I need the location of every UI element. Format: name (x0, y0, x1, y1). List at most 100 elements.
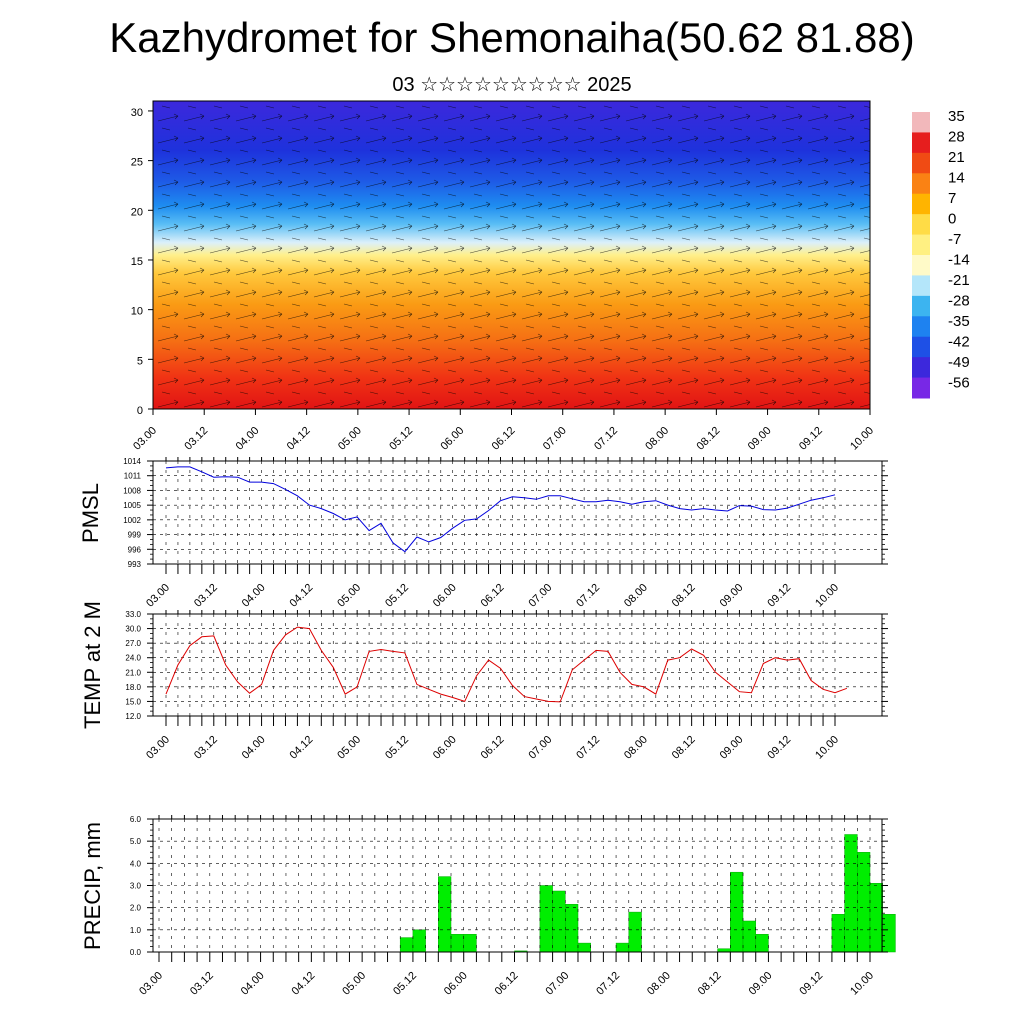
y-tick-label: 15.0 (125, 697, 141, 706)
y-tick-label: 5.0 (130, 837, 142, 846)
x-tick-label: 09.00 (718, 734, 746, 762)
x-tick-label: 04.12 (288, 734, 316, 762)
temp-panel: 12.0 15.0 18.0 21.0 24.0 27.0 30.0 33.0 03.00 03… (80, 601, 888, 762)
y-tick-label: 1014 (123, 457, 141, 466)
y-tick-label: 21.0 (125, 668, 141, 677)
pmsl-axis-label: PMSL (78, 483, 103, 543)
x-tick-label: 05.12 (383, 734, 411, 762)
x-tick-label: 06.12 (490, 425, 518, 453)
colorbar-swatch (912, 295, 930, 317)
y-tick-label: 5 (137, 355, 143, 367)
colorbar-swatch (912, 152, 930, 174)
precip-bar (577, 942, 591, 953)
precip-bar (831, 914, 845, 953)
colorbar-swatch (912, 214, 930, 236)
x-tick-label: 06.12 (479, 734, 507, 762)
colorbar-swatch (912, 112, 930, 133)
x-tick-label: 08.00 (622, 582, 650, 610)
y-tick-label: 0 (137, 405, 143, 417)
x-tick-label: 09.00 (747, 970, 775, 998)
y-tick-label: 999 (128, 531, 142, 540)
colorbar-label: 35 (948, 108, 965, 125)
temp-series-line (165, 626, 848, 703)
y-tick-label: 1008 (123, 486, 141, 495)
colorbar-label: -7 (948, 231, 961, 248)
colorbar-label: -28 (948, 293, 970, 310)
y-tick-label: 30 (131, 107, 143, 119)
x-tick-label: 06.00 (438, 425, 466, 453)
y-tick-label: 3.0 (130, 882, 142, 891)
colorbar-label: -35 (948, 313, 970, 330)
x-tick-label: 08.12 (696, 970, 724, 998)
colorbar: 35 28 21 14 7 0 -7 -14 -21 -28 -35 -42 -49 -56 (912, 108, 970, 399)
x-tick-label: 07.00 (526, 582, 554, 610)
x-tick-label: 07.12 (574, 734, 602, 762)
x-tick-label: 03.00 (137, 970, 165, 998)
x-tick-label: 05.00 (335, 734, 363, 762)
x-tick-label: 09.12 (797, 970, 825, 998)
y-tick-label: 24.0 (125, 654, 141, 663)
pmsl-panel: 993 996 999 1002 1005 1008 1011 1014 03.00 03.12… (78, 457, 888, 610)
x-tick-label: 04.12 (288, 582, 316, 610)
x-tick-label: 09.00 (718, 582, 746, 610)
colorbar-swatch (912, 377, 930, 399)
y-tick-label: 18.0 (125, 683, 141, 692)
precip-axis-label: PRECIP, mm (80, 822, 105, 950)
x-tick-label: 05.12 (391, 970, 419, 998)
precip-bar (857, 852, 871, 953)
pmsl-frame (152, 460, 883, 565)
colorbar-swatch (912, 132, 930, 154)
x-tick-label: 03.00 (144, 582, 172, 610)
precip-panel: 0.0 1.0 2.0 3.0 4.0 5.0 6.0 03.00 03.12 04.00 04.… (80, 815, 896, 998)
y-tick-label: 20 (131, 206, 143, 218)
y-tick-label: 25 (131, 157, 143, 169)
precip-bar (412, 929, 426, 953)
y-tick-label: 1005 (123, 501, 141, 510)
x-tick-label: 06.12 (479, 582, 507, 610)
precip-bar (730, 871, 744, 953)
x-tick-label: 05.00 (335, 582, 363, 610)
colorbar-label: 14 (948, 170, 965, 187)
precip-bar (565, 904, 579, 953)
x-tick-label: 04.00 (240, 582, 268, 610)
colorbar-swatch (912, 316, 930, 338)
x-tick-label: 03.12 (192, 734, 220, 762)
x-tick-label: 07.00 (526, 734, 554, 762)
precip-bar (844, 834, 858, 953)
precip-bar (882, 914, 896, 953)
y-tick-label: 1002 (123, 516, 141, 525)
y-tick-label: 10 (131, 306, 143, 318)
colorbar-label: 0 (948, 211, 956, 228)
x-tick-label: 04.00 (239, 970, 267, 998)
colorbar-swatch (912, 255, 930, 276)
y-tick-label: 12.0 (125, 712, 141, 721)
x-tick-label: 08.00 (645, 970, 673, 998)
colorbar-label: 28 (948, 129, 965, 146)
colorbar-swatch (912, 357, 930, 379)
cross-section-panel: 0 5 10 15 20 25 30 03.00 03.12 04.00 04.12 05.00 05… (131, 100, 876, 453)
colorbar-label: -14 (948, 252, 970, 269)
x-tick-label: 08.00 (622, 734, 650, 762)
y-tick-label: 27.0 (125, 639, 141, 648)
x-tick-label: 05.12 (387, 425, 415, 453)
colorbar-label: -56 (948, 375, 970, 392)
chart-title: Kazhydromet for Shemonaiha(50.62 81.88) (109, 14, 915, 61)
x-tick-label: 06.12 (493, 970, 521, 998)
x-tick-label: 09.00 (746, 425, 774, 453)
y-tick-label: 993 (128, 560, 142, 569)
x-tick-label: 04.12 (290, 970, 318, 998)
wind-barbs (153, 101, 870, 409)
y-tick-label: 4.0 (130, 859, 142, 868)
precip-bar (438, 876, 452, 953)
y-tick-label: 33.0 (125, 610, 141, 619)
x-tick-label: 03.12 (188, 970, 216, 998)
temp-frame (152, 613, 883, 717)
x-tick-label: 08.12 (670, 734, 698, 762)
colorbar-swatch (912, 193, 930, 215)
precip-bar (463, 934, 477, 953)
y-tick-label: 0.0 (130, 948, 142, 957)
x-tick-label: 04.12 (285, 425, 313, 453)
x-tick-label: 10.00 (813, 734, 841, 762)
x-tick-label: 03.12 (192, 582, 220, 610)
